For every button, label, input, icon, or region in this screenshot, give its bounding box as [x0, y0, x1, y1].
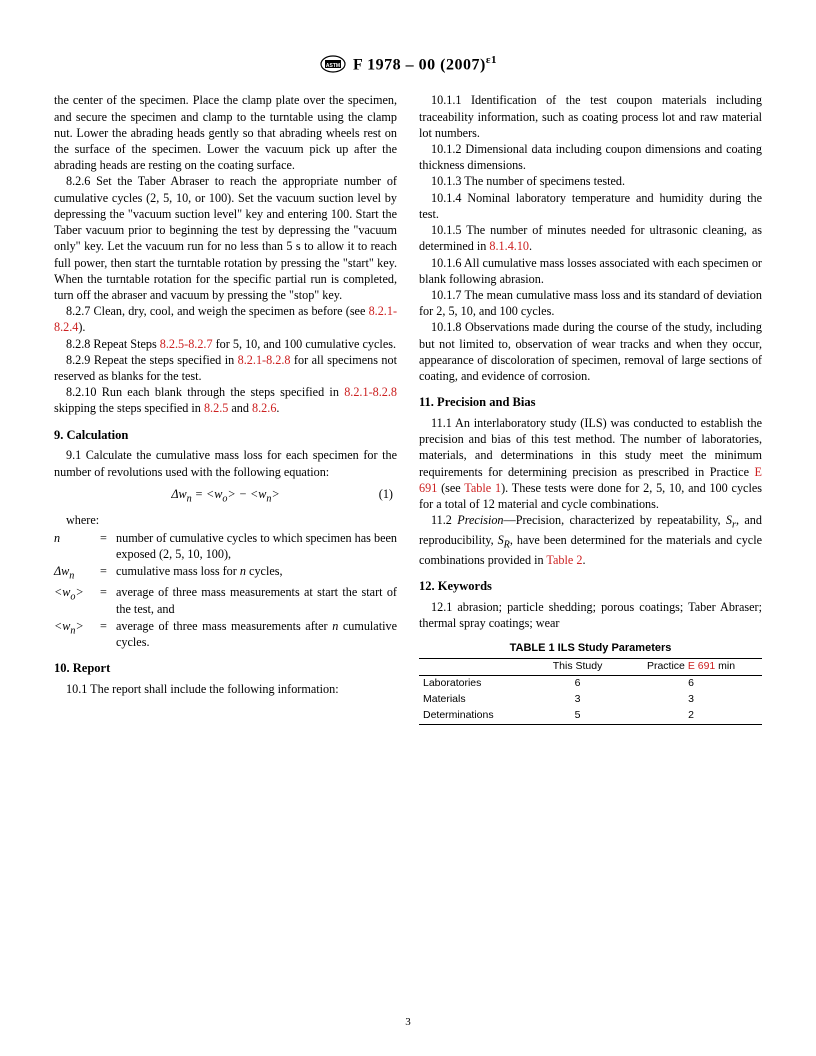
txt: . — [529, 239, 532, 253]
txt-precision: Precision — [457, 513, 503, 527]
para-8-2-5-cont: the center of the specimen. Place the cl… — [54, 92, 397, 173]
txt: ). — [78, 320, 85, 334]
ref-8-2-1-8-2-8: 8.2.1-8.2.8 — [238, 353, 291, 367]
cell: 3 — [620, 692, 762, 708]
table-row: Determinations 5 2 — [419, 708, 762, 724]
para-10-1-3: 10.1.3 The number of specimens tested. — [419, 173, 762, 189]
table-header-row: This Study Practice E 691 min — [419, 659, 762, 676]
ref-c: 8.2.6 — [252, 401, 276, 415]
where-row-dw: Δwn = cumulative mass loss for n cycles, — [54, 563, 397, 583]
where-row-wn: <wn> = average of three mass measurement… — [54, 618, 397, 650]
equation-number: (1) — [379, 486, 393, 502]
right-column: 10.1.1 Identification of the test coupon… — [419, 92, 762, 725]
where-row-n: n = number of cumulative cycles to which… — [54, 530, 397, 562]
designation-text: F 1978 – 00 (2007) — [353, 56, 486, 73]
cell: Materials — [419, 692, 535, 708]
ref-8-1-4-10: 8.1.4.10 — [489, 239, 529, 253]
para-10-1-7: 10.1.7 The mean cumulative mass loss and… — [419, 287, 762, 319]
document-header: ASTM F 1978 – 00 (2007)ε1 — [54, 54, 762, 74]
para-11-1: 11.1 An interlaboratory study (ILS) was … — [419, 415, 762, 512]
svg-text:ASTM: ASTM — [326, 63, 340, 69]
ref-8-2-5-8-2-7: 8.2.5-8.2.7 — [160, 337, 213, 351]
def: number of cumulative cycles to which spe… — [116, 530, 397, 562]
txt: 8.2.8 Repeat Steps — [66, 337, 160, 351]
txt: 11.2 — [431, 513, 457, 527]
heading-10: 10. Report — [54, 660, 397, 677]
para-10-1-8: 10.1.8 Observations made during the cour… — [419, 319, 762, 384]
astm-logo: ASTM — [319, 54, 347, 74]
para-10-1-2: 10.1.2 Dimensional data including coupon… — [419, 141, 762, 173]
ref-table1: Table 1 — [464, 481, 501, 495]
where-block: where: n = number of cumulative cycles t… — [54, 512, 397, 650]
cell: Laboratories — [419, 675, 535, 691]
para-8-2-7: 8.2.7 Clean, dry, cool, and weigh the sp… — [54, 303, 397, 335]
cell: 5 — [535, 708, 620, 724]
th-this-study: This Study — [535, 659, 620, 676]
para-10-1-1: 10.1.1 Identification of the test coupon… — [419, 92, 762, 141]
txt: —Precision, characterized by repeatabili… — [504, 513, 726, 527]
para-10-1-4: 10.1.4 Nominal laboratory temperature an… — [419, 190, 762, 222]
para-10-1-5: 10.1.5 The number of minutes needed for … — [419, 222, 762, 254]
equation-1: Δwn = <wo> − <wn> (1) — [54, 486, 397, 506]
designation: F 1978 – 00 (2007)ε1 — [353, 54, 497, 74]
designation-epsilon: ε1 — [486, 54, 497, 66]
txt: . — [276, 401, 279, 415]
where-row-wo: <wo> = average of three mass measurement… — [54, 584, 397, 616]
para-10-1-6: 10.1.6 All cumulative mass losses associ… — [419, 255, 762, 287]
ref-b: 8.2.5 — [204, 401, 228, 415]
table1-title: TABLE 1 ILS Study Parameters — [419, 641, 762, 656]
table-ils: This Study Practice E 691 min Laboratori… — [419, 658, 762, 725]
txt: Practice — [647, 660, 688, 672]
txt: 8.2.9 Repeat the steps specified in — [66, 353, 238, 367]
cell: Determinations — [419, 708, 535, 724]
table-row: Laboratories 6 6 — [419, 675, 762, 691]
th-practice: Practice E 691 min — [620, 659, 762, 676]
txt: (see — [437, 481, 464, 495]
txt: skipping the steps specified in — [54, 401, 204, 415]
para-8-2-10: 8.2.10 Run each blank through the steps … — [54, 384, 397, 416]
sym: n — [54, 531, 60, 545]
txt: and — [228, 401, 252, 415]
para-8-2-8: 8.2.8 Repeat Steps 8.2.5-8.2.7 for 5, 10… — [54, 336, 397, 352]
txt: 10.1.5 The number of minutes needed for … — [419, 223, 762, 253]
txt: . — [582, 553, 585, 567]
page-number: 3 — [0, 1016, 816, 1028]
txt: for 5, 10, and 100 cumulative cycles. — [213, 337, 396, 351]
para-11-2: 11.2 Precision—Precision, characterized … — [419, 512, 762, 568]
txt: min — [715, 660, 735, 672]
left-column: the center of the specimen. Place the cl… — [54, 92, 397, 725]
para-10-1: 10.1 The report shall include the follow… — [54, 681, 397, 697]
def: cumulative mass loss for n cycles, — [116, 563, 397, 579]
where-label: where: — [54, 512, 397, 528]
cell: 3 — [535, 692, 620, 708]
body-columns: the center of the specimen. Place the cl… — [54, 92, 762, 725]
ref-a: 8.2.1-8.2.8 — [344, 385, 397, 399]
heading-11: 11. Precision and Bias — [419, 394, 762, 411]
cell: 2 — [620, 708, 762, 724]
ref-e691-th: E 691 — [688, 660, 715, 672]
def: average of three mass measurements after… — [116, 618, 397, 650]
para-12-1: 12.1 abrasion; particle shedding; porous… — [419, 599, 762, 631]
cell: 6 — [535, 675, 620, 691]
table-row: Materials 3 3 — [419, 692, 762, 708]
para-8-2-6: 8.2.6 Set the Taber Abraser to reach the… — [54, 173, 397, 303]
para-9-1: 9.1 Calculate the cumulative mass loss f… — [54, 447, 397, 479]
txt: 8.2.7 Clean, dry, cool, and weigh the sp… — [66, 304, 369, 318]
cell: 6 — [620, 675, 762, 691]
para-8-2-9: 8.2.9 Repeat the steps specified in 8.2.… — [54, 352, 397, 384]
heading-9: 9. Calculation — [54, 427, 397, 444]
heading-12: 12. Keywords — [419, 578, 762, 595]
def: average of three mass measurements at st… — [116, 584, 397, 616]
txt: 8.2.10 Run each blank through the steps … — [66, 385, 344, 399]
ref-table2: Table 2 — [546, 553, 582, 567]
txt: 11.1 An interlaboratory study (ILS) was … — [419, 416, 762, 479]
